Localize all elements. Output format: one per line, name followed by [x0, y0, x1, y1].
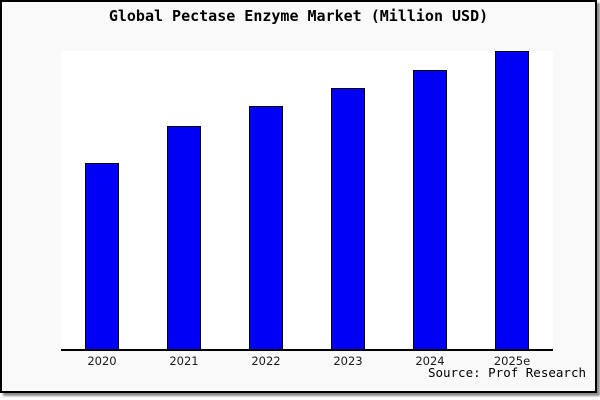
x-tick-label-2022: 2022	[251, 354, 281, 368]
plot-area	[61, 51, 553, 351]
bar-2024	[413, 70, 447, 349]
x-tick-label-2024: 2024	[415, 354, 445, 368]
bar-2025e	[495, 51, 529, 349]
bar-2021	[167, 125, 201, 349]
x-axis-labels: 2020 2021 2022 2023 2024 2025e	[61, 354, 553, 370]
chart-title: Global Pectase Enzyme Market (Million US…	[108, 7, 489, 25]
x-tick-label-2021: 2021	[169, 354, 199, 368]
x-tick-label-2025e: 2025e	[493, 354, 531, 368]
bar-2022	[249, 106, 283, 349]
x-tick-label-2023: 2023	[333, 354, 363, 368]
source-credit: Source: Prof Research	[427, 365, 586, 380]
bar-2023	[331, 87, 365, 349]
bar-2020	[85, 162, 119, 349]
x-tick-label-2020: 2020	[87, 354, 117, 368]
chart-frame: Global Pectase Enzyme Market (Million US…	[0, 0, 597, 393]
